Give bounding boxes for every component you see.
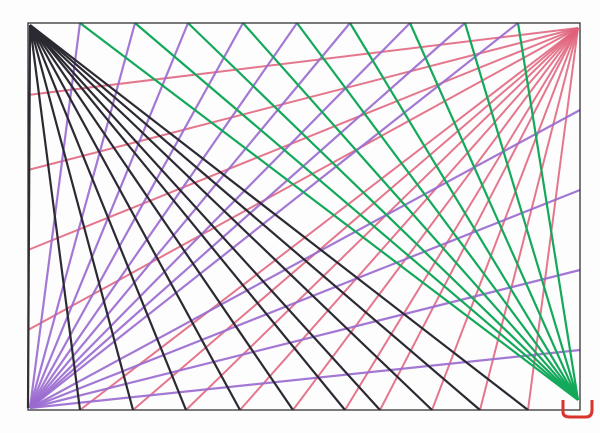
string-line	[187, 22, 579, 401]
string-line	[292, 27, 579, 411]
string-line	[29, 24, 433, 411]
string-line	[79, 22, 579, 401]
string-line	[242, 22, 579, 401]
string-line	[79, 27, 579, 411]
string-line	[29, 24, 381, 411]
string-line	[29, 348, 581, 410]
string-line	[296, 22, 579, 401]
string-line	[29, 268, 581, 410]
string-line	[516, 22, 580, 401]
string-line	[349, 22, 579, 401]
string-line	[28, 24, 135, 411]
string-line	[29, 24, 529, 411]
string-line	[479, 27, 579, 411]
string-line	[29, 22, 298, 409]
frame	[27, 22, 581, 411]
string-line	[29, 22, 244, 409]
string-line	[29, 24, 241, 411]
string-line	[134, 22, 579, 401]
string-line	[28, 22, 190, 409]
string-line	[27, 27, 579, 251]
string-line	[28, 22, 137, 409]
line-fans	[26, 22, 581, 411]
string-line	[28, 24, 188, 411]
string-line	[29, 22, 351, 409]
string-line	[527, 27, 579, 411]
string-line	[463, 22, 580, 401]
string-line	[239, 27, 579, 411]
string-line	[29, 22, 466, 409]
string-line	[379, 27, 579, 411]
string-line	[29, 22, 411, 409]
string-line	[29, 24, 481, 411]
string-line	[408, 22, 580, 401]
string-line	[27, 27, 579, 96]
string-line	[185, 27, 579, 411]
string-line	[27, 27, 579, 171]
string-line	[28, 24, 82, 411]
string-line	[29, 24, 346, 411]
string-line	[132, 27, 579, 411]
corner-mark	[561, 400, 594, 419]
string-line	[344, 27, 579, 411]
string-line	[29, 24, 294, 411]
string-line	[29, 22, 519, 409]
